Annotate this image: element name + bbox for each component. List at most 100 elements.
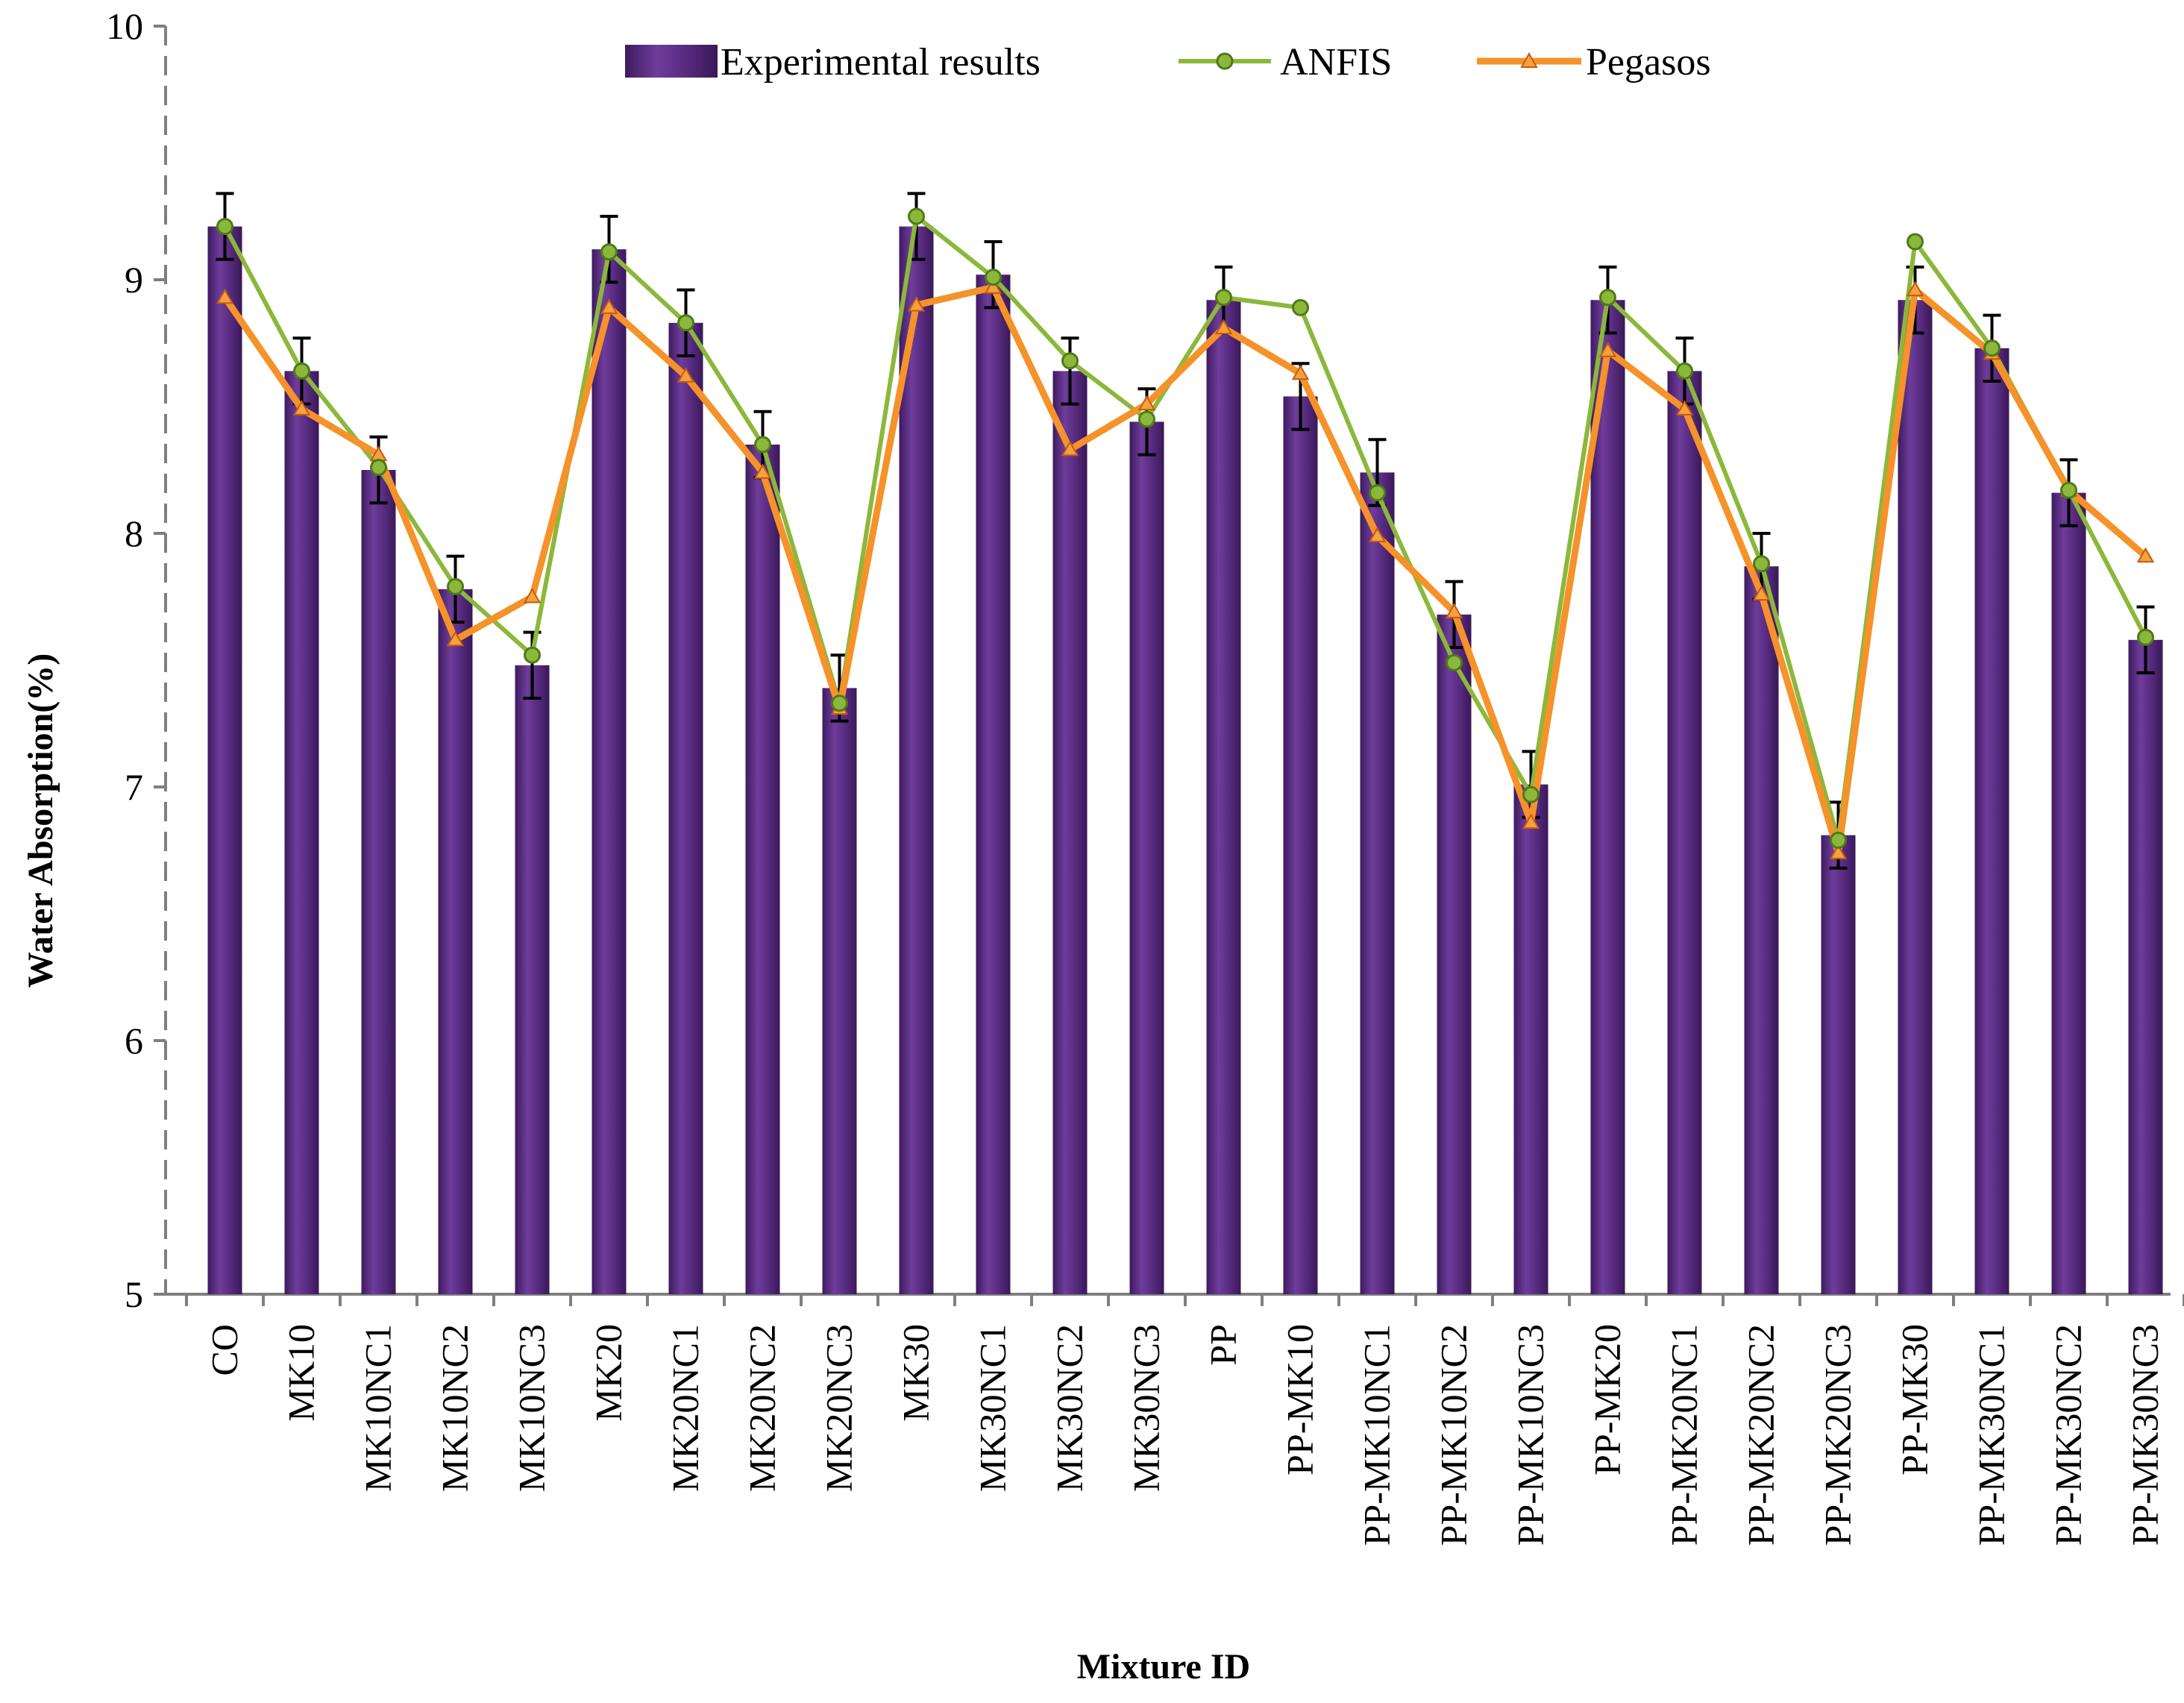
x-tick-label: PP-MK30NC2	[2048, 1324, 2089, 1546]
anfis-point	[1369, 484, 1386, 502]
x-tick-label: MK20NC1	[665, 1324, 706, 1492]
error-bar	[1061, 336, 1079, 406]
anfis-point	[1983, 339, 2001, 357]
pegasos-point	[1906, 280, 1924, 297]
x-tick-label: MK20	[588, 1324, 630, 1422]
pegasos-point	[2136, 547, 2155, 563]
bar	[1283, 396, 1318, 1294]
x-tick-label: MK10NC2	[434, 1324, 476, 1492]
x-tick-label: PP-MK20NC1	[1663, 1324, 1705, 1546]
bar	[1590, 300, 1625, 1295]
y-axis-title: Water Absorption(%)	[21, 653, 60, 988]
bar	[1437, 614, 1472, 1294]
anfis-point	[1446, 653, 1463, 671]
anfis-point	[2137, 628, 2154, 646]
pegasos-point	[523, 587, 542, 603]
anfis-point	[831, 694, 848, 712]
pegasos-point	[1368, 527, 1387, 542]
bar	[515, 665, 550, 1294]
x-tick-label: PP	[1202, 1324, 1244, 1366]
anfis-point	[1061, 352, 1079, 370]
pegasos-point	[1675, 400, 1694, 415]
bar	[1052, 371, 1088, 1294]
bar	[1744, 566, 1779, 1294]
anfis-point	[677, 314, 694, 332]
pegasos-point	[600, 298, 618, 314]
anfis-point	[600, 243, 618, 261]
anfis-point	[1753, 555, 1770, 573]
x-tick-label: MK30NC2	[1049, 1324, 1091, 1492]
x-tick-label: PP-MK10	[1279, 1324, 1321, 1475]
anfis-point	[2060, 481, 2077, 499]
pegasos-point	[292, 400, 311, 415]
bar	[1821, 835, 1856, 1294]
bar	[745, 445, 780, 1294]
anfis-point	[216, 218, 233, 236]
bar	[207, 226, 242, 1295]
y-tick-label: 7	[125, 766, 143, 808]
x-tick-label: PP-MK10NC2	[1433, 1324, 1475, 1546]
x-tick-label: MK10NC3	[511, 1324, 553, 1492]
pegasos-point	[216, 288, 234, 304]
x-tick-label: MK30	[895, 1324, 937, 1422]
pegasos-point	[1138, 395, 1156, 411]
x-tick-label: PP-MK10NC3	[1510, 1324, 1551, 1546]
x-tick-label: PP-MK30	[1894, 1324, 1936, 1475]
bar	[1513, 784, 1548, 1294]
bar	[592, 249, 627, 1295]
anfis-point	[524, 646, 541, 664]
x-tick-label: PP-MK30NC3	[2124, 1324, 2166, 1546]
y-tick-label: 5	[125, 1273, 143, 1315]
anfis-point	[754, 436, 771, 454]
x-tick-label: PP-MK30NC1	[1971, 1324, 2012, 1546]
bar	[438, 589, 473, 1294]
bar	[1667, 371, 1702, 1294]
legend-pegasos-marker	[1520, 51, 1538, 68]
legend: Experimental results ANFIS Pegasos	[625, 41, 1711, 84]
bar	[1206, 300, 1241, 1295]
pegasos-point	[907, 295, 926, 312]
anfis-point	[370, 459, 387, 477]
plot-area: 5 6 7 8 9 10 CO MK10 MK10NC1 MK10NC2 MK10NC3 MK20 MK…	[106, 5, 2184, 1546]
x-tick-label: MK20NC3	[818, 1324, 860, 1492]
legend-anfis-marker	[1216, 52, 1234, 70]
anfis-point	[1907, 233, 1924, 251]
pegasos-point	[1061, 440, 1079, 457]
x-tick-label: MK10	[280, 1324, 322, 1422]
x-tick-label: MK10NC1	[357, 1324, 399, 1492]
bar	[976, 275, 1011, 1295]
x-tick-label: PP-MK20NC2	[1740, 1324, 1782, 1546]
y-tick-label: 8	[125, 512, 143, 554]
x-tick-label: MK20NC2	[741, 1324, 783, 1492]
x-tick-label: MK30NC3	[1126, 1324, 1167, 1492]
bar	[1898, 300, 1933, 1295]
pegasos-point	[1829, 844, 1848, 859]
anfis-point	[1215, 289, 1232, 307]
x-tick-label: CO	[204, 1324, 245, 1376]
bar	[2128, 639, 2163, 1294]
anfis-point	[1599, 289, 1616, 307]
bar	[668, 322, 703, 1294]
bar	[822, 688, 857, 1294]
anfis-line	[222, 214, 2148, 843]
anfis-point	[985, 269, 1002, 286]
pegasos-point	[1752, 585, 1771, 601]
x-tick-label: MK30NC1	[972, 1324, 1014, 1492]
anfis-point	[293, 362, 310, 380]
bar	[1974, 348, 2009, 1294]
y-tick-label: 9	[125, 259, 143, 301]
bar	[361, 470, 396, 1294]
pegasos-point	[984, 278, 1002, 294]
bar	[899, 226, 934, 1295]
pegasos-point	[753, 463, 772, 479]
legend-label: Experimental results	[721, 41, 1041, 84]
anfis-point	[1292, 298, 1309, 316]
y-tick-label: 10	[106, 5, 143, 47]
pegasos-point	[446, 630, 465, 647]
pegasos-line	[222, 283, 2148, 856]
bar	[2051, 492, 2086, 1294]
y-tick-label: 6	[125, 1020, 143, 1061]
pegasos-point	[1598, 342, 1617, 357]
anfis-point	[447, 577, 464, 595]
